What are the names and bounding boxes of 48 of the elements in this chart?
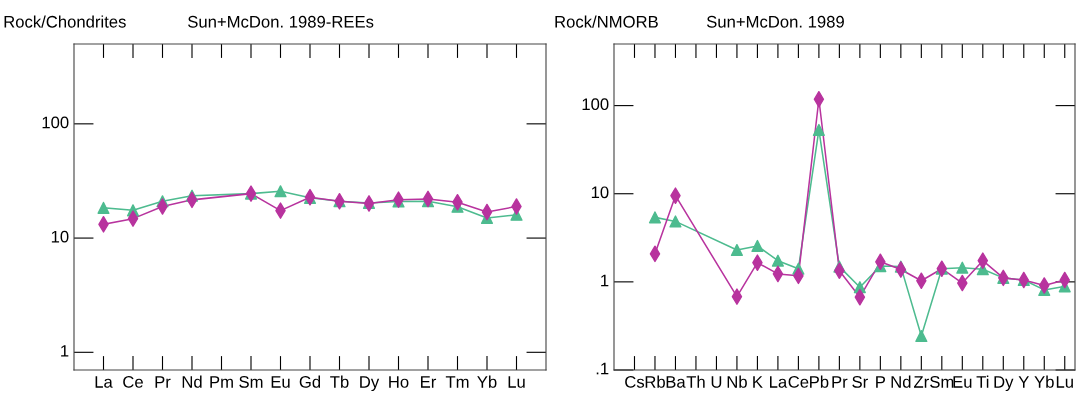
x-tick-label: Lu [1056,376,1073,388]
chart-title: Sun+McDon. 1989 [706,15,844,28]
chart-title: Sun+McDon. 1989-REEs [188,15,374,28]
y-tick-label: .1 [596,362,609,375]
y-tick-label: 1 [61,345,69,357]
y-axis-title: Rock/NMORB [555,15,658,28]
x-tick-label: Lu [508,376,525,388]
x-tick-label: Y [1018,376,1029,388]
x-tick-label: Tb [330,375,349,388]
x-tick-label: Rb [645,375,665,388]
y-tick-label: 100 [42,116,69,129]
x-tick-label: Eu [953,376,972,388]
x-tick-label: Yb [477,375,497,388]
x-tick-label: Ce [788,376,809,388]
x-tick-label: Gd [299,375,321,388]
x-tick-label: Pb [810,375,829,388]
x-tick-label: Pr [155,376,171,388]
x-tick-label: Yb [1034,375,1054,388]
x-tick-label: Ti [976,375,989,388]
x-tick-label: K [753,376,763,388]
x-tick-label: Nd [891,375,911,388]
x-tick-label: Eu [271,376,290,388]
x-tick-label: P [876,376,886,388]
y-tick-label: 1 [601,274,609,287]
x-tick-label: Dy [360,376,380,392]
y-tick-label: 10 [591,186,609,199]
x-tick-label: Er [421,376,437,388]
x-tick-label: Pr [832,376,848,388]
x-tick-label: Th [686,375,705,388]
x-tick-label: Ho [389,376,409,388]
x-tick-label: Zr [914,376,929,388]
x-tick-label: Nd [182,375,202,388]
y-tick-label: 10 [51,230,69,243]
x-tick-label: Sr [852,376,868,388]
x-tick-label: Tm [445,376,469,388]
x-tick-label: Cs [625,376,645,388]
x-tick-label: Pm [210,376,233,388]
x-tick-label: Sm [930,376,954,388]
x-tick-label: La [95,376,113,388]
x-tick-label: Ce [123,376,143,388]
x-tick-label: Dy [994,376,1014,392]
y-tick-label: 100 [582,98,609,111]
x-tick-label: Nb [727,375,747,388]
y-axis-title: Rock/Chondrites [4,15,126,28]
x-tick-label: U [711,376,722,388]
x-tick-label: Ba [666,376,686,388]
x-tick-label: La [770,376,788,388]
x-tick-label: Sm [239,376,263,388]
